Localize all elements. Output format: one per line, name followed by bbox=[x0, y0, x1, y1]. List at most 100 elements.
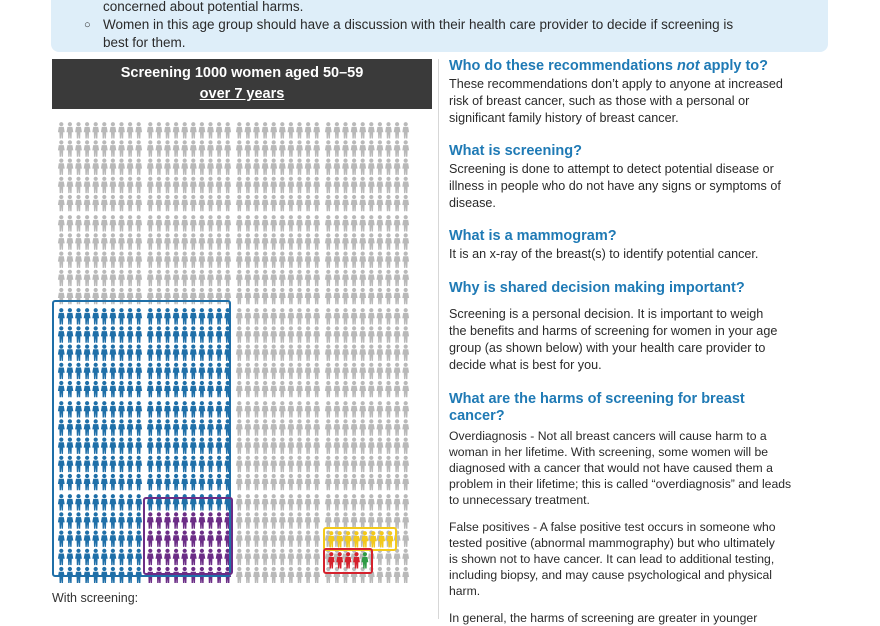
person-blue-icon bbox=[57, 326, 65, 343]
person-grey-icon bbox=[261, 494, 269, 511]
person-blue-icon bbox=[100, 362, 108, 380]
person-purple-icon bbox=[155, 548, 163, 566]
person-blue-icon bbox=[164, 455, 171, 473]
para-overdiag-1: Overdiagnosis - Not all breast cancers w… bbox=[449, 429, 767, 443]
person-grey-icon bbox=[155, 122, 163, 139]
person-blue-icon bbox=[109, 326, 117, 343]
person-grey-icon bbox=[333, 176, 341, 194]
person-blue-icon bbox=[57, 566, 65, 583]
person-grey-icon bbox=[278, 176, 286, 194]
person-grey-icon bbox=[296, 215, 303, 232]
person-grey-icon bbox=[224, 233, 232, 250]
person-grey-icon bbox=[376, 251, 384, 268]
person-grey-icon bbox=[304, 308, 312, 325]
person-grey-icon bbox=[135, 194, 143, 212]
person-grey-icon bbox=[385, 362, 392, 380]
person-blue-icon bbox=[66, 401, 74, 418]
person-grey-icon bbox=[393, 287, 401, 305]
person-blue-icon bbox=[155, 308, 163, 325]
person-blue-icon bbox=[126, 419, 134, 436]
person-purple-icon bbox=[189, 530, 197, 547]
person-grey-icon bbox=[376, 215, 384, 232]
person-grey-icon bbox=[215, 269, 223, 287]
person-grey-icon bbox=[118, 269, 125, 287]
person-blue-icon bbox=[66, 308, 74, 325]
person-grey-icon bbox=[224, 176, 232, 194]
person-grey-icon bbox=[324, 140, 332, 157]
person-blue-icon bbox=[146, 473, 154, 491]
person-blue-icon bbox=[126, 308, 134, 325]
person-grey-icon bbox=[146, 233, 154, 250]
person-grey-icon bbox=[57, 269, 65, 287]
person-grey-icon bbox=[172, 194, 180, 212]
person-grey-icon bbox=[235, 344, 243, 361]
person-grey-icon bbox=[393, 344, 401, 361]
person-grey-icon bbox=[402, 512, 410, 529]
person-grey-icon bbox=[253, 362, 260, 380]
person-blue-icon bbox=[118, 419, 125, 436]
para-mammogram: It is an x-ray of the breast(s) to ident… bbox=[449, 247, 759, 261]
person-grey-icon bbox=[235, 233, 243, 250]
person-grey-icon bbox=[287, 455, 295, 473]
para-shared-2: the benefits and harms of screening for … bbox=[449, 324, 778, 338]
person-blue-icon bbox=[75, 308, 82, 325]
person-grey-icon bbox=[313, 269, 321, 287]
person-grey-icon bbox=[135, 140, 143, 157]
person-grey-icon bbox=[304, 473, 312, 491]
person-blue-icon bbox=[118, 326, 125, 343]
person-grey-icon bbox=[278, 494, 286, 511]
person-grey-icon bbox=[164, 251, 171, 268]
person-blue-icon bbox=[155, 344, 163, 361]
person-grey-icon bbox=[393, 419, 401, 436]
person-grey-icon bbox=[402, 548, 410, 566]
person-grey-icon bbox=[287, 362, 295, 380]
person-grey-icon bbox=[83, 233, 91, 250]
person-grey-icon bbox=[367, 473, 375, 491]
person-grey-icon bbox=[181, 215, 189, 232]
person-grey-icon bbox=[270, 233, 278, 250]
person-grey-icon bbox=[270, 512, 278, 529]
person-grey-icon bbox=[385, 176, 392, 194]
person-grey-icon bbox=[261, 194, 269, 212]
person-blue-icon bbox=[75, 455, 82, 473]
person-grey-icon bbox=[270, 194, 278, 212]
person-grey-icon bbox=[324, 419, 332, 436]
person-grey-icon bbox=[402, 401, 410, 418]
person-grey-icon bbox=[253, 512, 260, 529]
person-grey-icon bbox=[181, 269, 189, 287]
person-grey-icon bbox=[57, 122, 65, 139]
person-grey-icon bbox=[350, 401, 358, 418]
person-grey-icon bbox=[367, 308, 375, 325]
para-falsepos-4: including biopsy, and may cause psycholo… bbox=[449, 568, 772, 582]
person-grey-icon bbox=[304, 326, 312, 343]
legend-label: With screening: bbox=[52, 591, 139, 605]
person-grey-icon bbox=[402, 251, 410, 268]
person-grey-icon bbox=[57, 176, 65, 194]
person-grey-icon bbox=[324, 566, 332, 583]
person-blue-icon bbox=[164, 362, 171, 380]
person-blue-icon bbox=[172, 494, 180, 511]
person-grey-icon bbox=[313, 362, 321, 380]
person-purple-icon bbox=[215, 548, 223, 566]
person-blue-icon bbox=[172, 437, 180, 454]
person-grey-icon bbox=[304, 158, 312, 175]
person-grey-icon bbox=[304, 362, 312, 380]
pictogram-title: Screening 1000 women aged 50–59 bbox=[120, 65, 364, 81]
person-grey-icon bbox=[244, 122, 252, 139]
person-blue-icon bbox=[126, 344, 134, 361]
person-grey-icon bbox=[296, 251, 303, 268]
person-grey-icon bbox=[385, 158, 392, 175]
person-blue-icon bbox=[83, 344, 91, 361]
person-grey-icon bbox=[376, 287, 384, 305]
person-blue-icon bbox=[172, 326, 180, 343]
person-blue-icon bbox=[109, 362, 117, 380]
person-grey-icon bbox=[313, 437, 321, 454]
person-blue-icon bbox=[92, 344, 100, 361]
person-grey-icon bbox=[342, 233, 349, 250]
person-grey-icon bbox=[181, 158, 189, 175]
person-grey-icon bbox=[359, 437, 367, 454]
person-grey-icon bbox=[126, 251, 134, 268]
person-grey-icon bbox=[393, 326, 401, 343]
person-grey-icon bbox=[224, 122, 232, 139]
person-grey-icon bbox=[304, 140, 312, 157]
